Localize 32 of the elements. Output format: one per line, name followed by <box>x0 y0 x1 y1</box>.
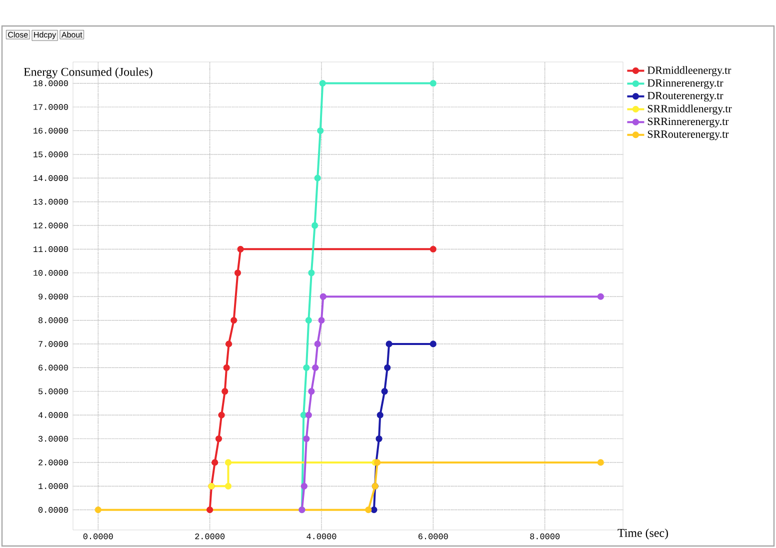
y-tick-label: 15.0000 <box>34 152 68 158</box>
y-tick-label: 7.0000 <box>38 341 68 347</box>
legend-label: SRRouterenergy.tr <box>648 130 729 140</box>
x-tick-label: 0.0000 <box>83 534 113 540</box>
y-tick-label: 5.0000 <box>38 388 68 394</box>
y-tick-label: 9.0000 <box>38 294 68 300</box>
y-tick-label: 16.0000 <box>34 128 68 134</box>
y-tick-label: 8.0000 <box>38 317 68 324</box>
legend-label: DRmiddleenergy.tr <box>648 66 732 76</box>
y-tick-label: 10.0000 <box>34 270 68 276</box>
y-tick-label: 18.0000 <box>34 80 68 86</box>
x-tick-label: 4.0000 <box>306 534 336 540</box>
y-tick-label: 2.0000 <box>38 460 68 466</box>
y-tick-label: 13.0000 <box>34 198 68 205</box>
y-tick-label: 17.0000 <box>34 104 68 110</box>
legend-label: SRRmiddlenergy.tr <box>648 104 732 115</box>
y-tick-label: 4.0000 <box>38 412 68 418</box>
x-axis-title: Time (sec) <box>618 528 668 540</box>
y-tick-label: 0.0000 <box>38 506 68 513</box>
legend-label: DRinnerenergy.tr <box>648 79 724 89</box>
y-tick-label: 1.0000 <box>38 483 68 490</box>
x-tick-label: 6.0000 <box>418 534 448 540</box>
y-tick-label: 11.0000 <box>34 246 68 252</box>
y-tick-label: 14.0000 <box>34 175 68 181</box>
y-tick-label: 12.0000 <box>34 222 68 228</box>
y-tick-label: 3.0000 <box>38 436 68 442</box>
y-tick-label: 6.0000 <box>38 364 68 371</box>
legend-label: SRRinnerenergy.tr <box>648 118 729 128</box>
y-axis-title: Energy Consumed (Joules) <box>24 68 152 78</box>
x-tick-label: 8.0000 <box>530 534 560 540</box>
legend-label: DRouterenergy.tr <box>648 92 724 102</box>
x-tick-label: 2.0000 <box>195 534 225 540</box>
